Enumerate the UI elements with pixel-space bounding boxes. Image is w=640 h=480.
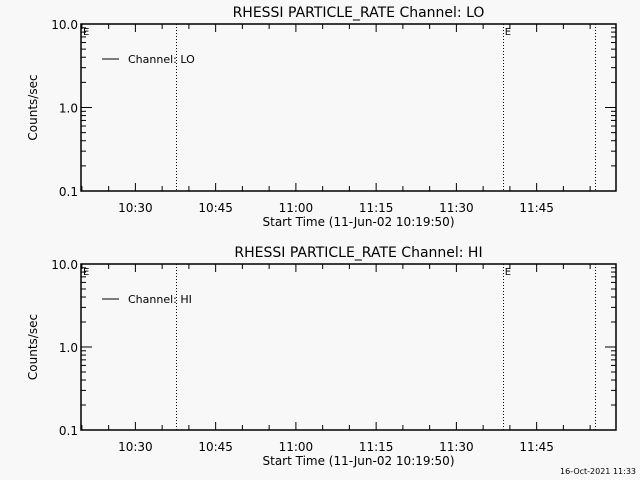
x-axis-label: Start Time (11-Jun-02 10:19:50) <box>263 454 455 468</box>
x-tick-label: 11:30 <box>439 201 474 215</box>
y-tick-label: 10.0 <box>51 258 78 272</box>
x-tick-label: 11:00 <box>279 201 314 215</box>
chart-title: RHESSI PARTICLE_RATE Channel: LO <box>233 5 485 21</box>
x-tick-label: 11:45 <box>519 201 554 215</box>
plot-frame <box>80 23 617 192</box>
y-tick-label: 10.0 <box>51 18 78 32</box>
x-tick-label: 11:15 <box>359 201 394 215</box>
plot-frame <box>80 263 617 431</box>
x-tick-label: 11:00 <box>279 440 314 454</box>
footer-timestamp: 16-Oct-2021 11:33 <box>560 467 636 476</box>
y-axis-label: Counts/sec <box>26 314 40 380</box>
y-tick-label: 0.1 <box>59 424 78 438</box>
y-tick-label: 1.0 <box>59 341 78 355</box>
y-tick-label: 0.1 <box>59 185 78 199</box>
y-axis-label: Counts/sec <box>26 74 40 140</box>
x-tick-label: 11:30 <box>439 440 474 454</box>
x-tick-label: 10:30 <box>118 201 153 215</box>
event-marker-label: E <box>505 267 511 278</box>
x-tick-label: 11:15 <box>359 440 394 454</box>
chart-panel-1: RHESSI PARTICLE_RATE Channel: HI 10:30 10:… <box>26 245 617 468</box>
x-tick-label: 10:45 <box>198 440 233 454</box>
event-marker-label: E <box>83 27 89 38</box>
event-marker-label: E <box>83 267 89 278</box>
x-tick-label: 11:45 <box>519 440 554 454</box>
chart-title: RHESSI PARTICLE_RATE Channel: HI <box>234 245 482 261</box>
legend-label: Channel: LO <box>128 53 195 66</box>
x-tick-label: 10:30 <box>118 440 153 454</box>
legend-label: Channel: HI <box>128 293 192 306</box>
y-tick-label: 1.0 <box>59 102 78 116</box>
x-axis-label: Start Time (11-Jun-02 10:19:50) <box>263 215 455 229</box>
event-marker-label: E <box>505 27 511 38</box>
chart-panel-0: RHESSI PARTICLE_RATE Channel: LO 10:30 10:… <box>26 5 617 229</box>
x-tick-label: 10:45 <box>198 201 233 215</box>
